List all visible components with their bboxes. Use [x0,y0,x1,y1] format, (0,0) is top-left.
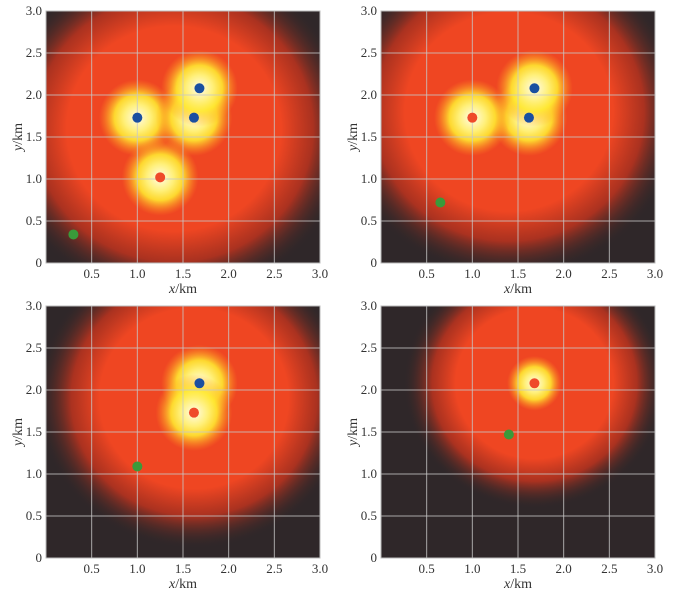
y-tick-label: 0.5 [361,508,377,523]
x-tick-label: 1.5 [175,266,191,281]
y-axis-label: y/km [11,123,26,153]
x-tick-label: 2.0 [556,266,572,281]
x-tick-label: 1.0 [129,266,145,281]
blue-point [132,112,143,123]
heatmap-panel-4: 0.5 1.0 1.5 2.0 2.5 3.0 0 0.5 1.0 1.5 2.0 2.5 3.0 x/k… [346,298,663,592]
red-point [529,378,540,389]
y-tick-label: 1.0 [361,171,377,186]
y-tick-label: 0.5 [26,213,42,228]
x-tick-label: 1.5 [510,266,526,281]
x-tick-label: 1.5 [510,561,526,576]
x-tick-label: 2.5 [266,266,282,281]
blue-point [194,378,205,389]
y-tick-label: 0.5 [361,213,377,228]
y-tick-label: 0.5 [26,508,42,523]
blue-point [194,83,205,94]
y-tick-label: 0 [371,550,378,565]
y-tick-label: 3.0 [361,298,377,313]
plot-frame [380,10,656,264]
y-tick-label: 1.5 [26,424,42,439]
x-tick-label: 2.5 [601,266,617,281]
x-axis-label: x/km [503,577,532,592]
plot-frame [380,305,656,559]
y-tick-label: 1.5 [26,129,42,144]
y-tick-label: 2.5 [361,340,377,355]
x-tick-label: 3.0 [312,561,328,576]
green-point [68,229,79,240]
y-tick-label: 3.0 [361,3,377,18]
y-axis-label: y/km [11,418,26,448]
heatmap-panel-3: 0.5 1.0 1.5 2.0 2.5 3.0 0 0.5 1.0 1.5 2.0 2.5 3.0 x/k… [11,298,328,592]
y-tick-label: 0 [36,255,43,270]
y-tick-label: 0 [371,255,378,270]
red-point [155,172,166,183]
y-tick-label: 3.0 [26,3,42,18]
x-tick-label: 3.0 [647,266,663,281]
y-tick-label: 2.0 [26,87,42,102]
y-tick-label: 2.5 [361,45,377,60]
blue-point [523,112,534,123]
y-tick-label: 1.0 [26,171,42,186]
plot-frame [45,305,321,559]
green-point [132,461,143,472]
red-point [467,112,478,123]
y-tick-label: 0 [36,550,43,565]
y-tick-label: 2.0 [26,382,42,397]
heatmap-panel-2: 0.5 1.0 1.5 2.0 2.5 3.0 0 0.5 1.0 1.5 2.0 2.5 3.0 x/k… [346,3,663,297]
x-tick-label: 0.5 [84,561,100,576]
plot-frame [45,10,321,264]
x-tick-label: 3.0 [312,266,328,281]
green-point [503,429,514,440]
blue-point [529,83,540,94]
x-tick-label: 0.5 [84,266,100,281]
y-tick-label: 1.0 [26,466,42,481]
x-tick-label: 3.0 [647,561,663,576]
x-tick-label: 2.0 [221,266,237,281]
x-tick-label: 2.5 [266,561,282,576]
x-tick-label: 2.0 [556,561,572,576]
x-axis-label: x/km [503,282,532,297]
y-tick-label: 1.5 [361,424,377,439]
y-tick-label: 2.5 [26,340,42,355]
x-tick-label: 1.0 [464,266,480,281]
x-axis-label: x/km [168,577,197,592]
green-point [435,197,446,208]
x-tick-label: 0.5 [419,266,435,281]
y-tick-label: 2.5 [26,45,42,60]
y-tick-label: 2.0 [361,87,377,102]
y-axis-label: y/km [346,123,361,153]
x-tick-label: 1.0 [464,561,480,576]
blue-point [188,112,199,123]
x-tick-label: 1.5 [175,561,191,576]
y-axis-label: y/km [346,418,361,448]
x-axis-label: x/km [168,282,197,297]
heatmap-panel-1: 0.5 1.0 1.5 2.0 2.5 3.0 0 0.5 1.0 1.5 2.0 2.5 3.0 x/k… [11,3,328,297]
y-tick-label: 3.0 [26,298,42,313]
x-tick-label: 0.5 [419,561,435,576]
y-tick-label: 1.5 [361,129,377,144]
y-tick-label: 2.0 [361,382,377,397]
red-point [188,407,199,418]
x-tick-label: 2.5 [601,561,617,576]
x-tick-label: 2.0 [221,561,237,576]
y-tick-label: 1.0 [361,466,377,481]
x-tick-label: 1.0 [129,561,145,576]
